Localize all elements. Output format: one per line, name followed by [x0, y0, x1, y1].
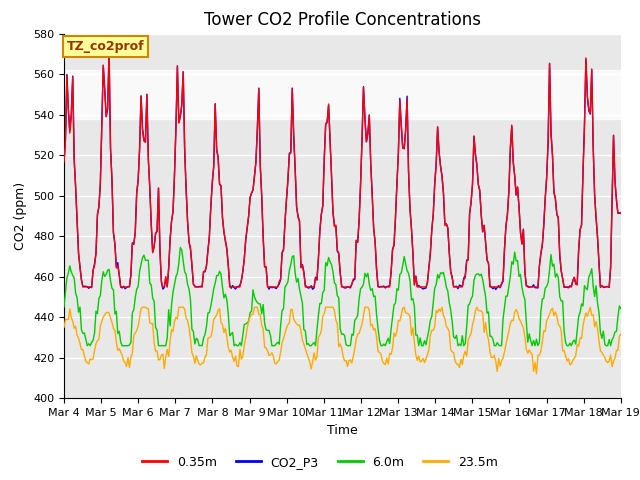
0.35m — [349, 276, 357, 282]
CO2_P3 — [617, 211, 625, 216]
0.35m — [79, 284, 87, 290]
23.5m — [97, 323, 104, 329]
6.0m — [460, 343, 468, 348]
23.5m — [60, 324, 68, 330]
0.35m — [60, 159, 68, 165]
Y-axis label: CO2 (ppm): CO2 (ppm) — [15, 182, 28, 250]
Line: 23.5m: 23.5m — [64, 307, 621, 374]
CO2_P3 — [348, 281, 356, 287]
0.35m — [617, 210, 625, 216]
0.35m — [616, 210, 623, 216]
Line: 0.35m: 0.35m — [64, 51, 621, 287]
CO2_P3 — [79, 284, 87, 289]
23.5m — [348, 360, 356, 366]
CO2_P3 — [492, 287, 500, 292]
X-axis label: Time: Time — [327, 424, 358, 437]
6.0m — [543, 284, 550, 289]
CO2_P3 — [458, 283, 466, 289]
CO2_P3 — [97, 181, 104, 187]
6.0m — [79, 331, 87, 336]
CO2_P3 — [543, 175, 550, 180]
0.35m — [98, 124, 106, 130]
Bar — [64, 70, 621, 119]
23.5m — [139, 304, 147, 310]
23.5m — [79, 347, 87, 352]
0.35m — [105, 48, 113, 54]
Line: 6.0m: 6.0m — [64, 247, 621, 346]
6.0m — [349, 332, 357, 338]
0.35m — [543, 175, 550, 180]
6.0m — [177, 244, 184, 250]
23.5m — [543, 318, 550, 324]
Title: Tower CO2 Profile Concentrations: Tower CO2 Profile Concentrations — [204, 11, 481, 29]
6.0m — [98, 278, 106, 284]
Line: CO2_P3: CO2_P3 — [64, 52, 621, 289]
CO2_P3 — [105, 49, 113, 55]
6.0m — [616, 303, 623, 309]
CO2_P3 — [60, 160, 68, 166]
0.35m — [460, 277, 468, 283]
Text: TZ_co2prof: TZ_co2prof — [67, 40, 145, 53]
23.5m — [617, 331, 625, 337]
6.0m — [60, 304, 68, 310]
23.5m — [532, 371, 540, 377]
6.0m — [617, 306, 625, 312]
Legend: 0.35m, CO2_P3, 6.0m, 23.5m: 0.35m, CO2_P3, 6.0m, 23.5m — [137, 451, 503, 474]
23.5m — [458, 361, 466, 367]
CO2_P3 — [616, 210, 623, 216]
0.35m — [81, 284, 88, 290]
6.0m — [83, 343, 91, 348]
23.5m — [616, 334, 623, 339]
